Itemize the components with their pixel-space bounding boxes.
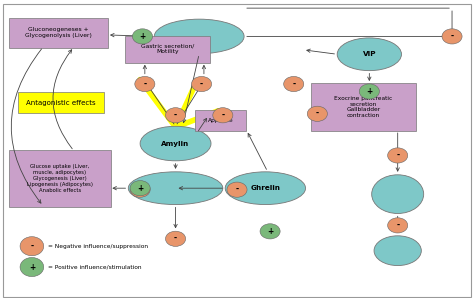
Text: +: + (137, 184, 143, 193)
Text: Exocrine pancreatic
secretion
Gallbladder
contraction: Exocrine pancreatic secretion Gallbladde… (334, 96, 392, 118)
Ellipse shape (359, 84, 379, 99)
Text: Glucose uptake (Liver,
muscle, adipocytes)
Glycogenesis (Liver)
Lipogenesis (Adi: Glucose uptake (Liver, muscle, adipocyte… (27, 164, 93, 193)
Ellipse shape (227, 182, 247, 197)
Text: Amylin: Amylin (162, 141, 190, 147)
Ellipse shape (155, 19, 244, 54)
Ellipse shape (165, 108, 186, 123)
Text: -: - (143, 80, 146, 89)
Ellipse shape (442, 29, 462, 44)
Ellipse shape (132, 29, 153, 44)
Text: -: - (316, 109, 319, 118)
Ellipse shape (20, 257, 44, 277)
Ellipse shape (225, 172, 306, 205)
Text: VIP: VIP (363, 51, 376, 57)
Ellipse shape (165, 231, 186, 246)
FancyBboxPatch shape (195, 110, 246, 131)
FancyBboxPatch shape (18, 92, 104, 113)
Ellipse shape (130, 182, 150, 197)
FancyBboxPatch shape (9, 18, 109, 48)
Text: -: - (30, 242, 34, 251)
Text: +: + (267, 227, 273, 236)
Text: -: - (221, 111, 224, 120)
Ellipse shape (130, 181, 150, 196)
Text: -: - (200, 80, 203, 89)
Text: -: - (174, 234, 177, 243)
Text: -: - (236, 185, 238, 194)
Ellipse shape (388, 218, 408, 233)
Text: Appetite: Appetite (208, 118, 233, 123)
Text: -: - (174, 111, 177, 120)
Text: Gastric secretion/
Motility: Gastric secretion/ Motility (141, 44, 194, 54)
Text: -: - (396, 151, 399, 160)
Ellipse shape (260, 224, 280, 239)
Ellipse shape (135, 77, 155, 91)
Text: Antagonistic effects: Antagonistic effects (26, 100, 96, 106)
Text: -: - (138, 185, 142, 194)
Text: = Positive influence/stimulation: = Positive influence/stimulation (48, 265, 141, 270)
Ellipse shape (140, 126, 211, 161)
FancyBboxPatch shape (125, 36, 210, 62)
Ellipse shape (307, 106, 328, 121)
Ellipse shape (20, 237, 44, 256)
Text: -: - (450, 32, 454, 41)
Ellipse shape (128, 172, 223, 205)
FancyBboxPatch shape (9, 150, 111, 207)
Text: Gluconeogeneses +
Glycogenolysis (Liver): Gluconeogeneses + Glycogenolysis (Liver) (25, 27, 92, 38)
Ellipse shape (388, 148, 408, 163)
FancyBboxPatch shape (311, 83, 416, 131)
Text: +: + (29, 263, 35, 271)
Text: -: - (292, 80, 295, 89)
Text: +: + (366, 87, 373, 96)
Ellipse shape (372, 175, 424, 213)
Text: -: - (396, 221, 399, 230)
Ellipse shape (374, 236, 421, 266)
Ellipse shape (337, 38, 401, 71)
Text: +: + (139, 32, 146, 41)
Ellipse shape (191, 77, 211, 91)
Ellipse shape (213, 108, 233, 123)
Ellipse shape (283, 77, 304, 91)
Text: Ghrelin: Ghrelin (250, 185, 280, 191)
Text: = Negative influence/suppression: = Negative influence/suppression (48, 244, 148, 249)
